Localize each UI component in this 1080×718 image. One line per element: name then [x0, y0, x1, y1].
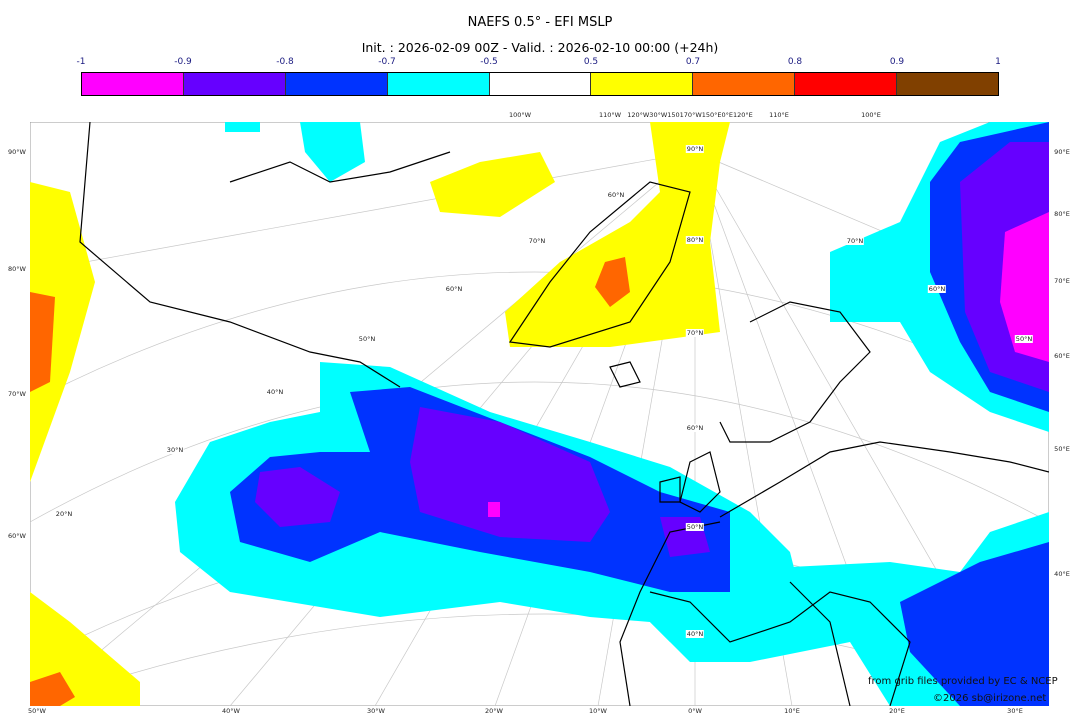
orange-region-greenland	[595, 257, 630, 307]
axis-label-right: 90°E	[1054, 148, 1070, 156]
axis-label-bottom: 10°E	[784, 707, 800, 715]
axis-label-bottom: 30°E	[1007, 707, 1023, 715]
colorbar	[81, 72, 999, 96]
colorbar-segment	[387, 73, 490, 95]
cyan-region-baffin	[300, 122, 365, 182]
axis-label-bottom: 30°W	[367, 707, 385, 715]
axis-label-right: 50°E	[1054, 445, 1070, 453]
colorbar-tick: -0.8	[276, 57, 294, 67]
axis-label-top: 100°E	[861, 111, 881, 119]
axis-label-bottom: 40°W	[222, 707, 240, 715]
axis-label-top: 120°W30°W150170°W150°E0°E120°E	[627, 111, 753, 119]
colorbar-tick: 1	[995, 57, 1001, 67]
axis-label-right: 60°E	[1054, 352, 1070, 360]
lat-label: 30°N	[165, 446, 185, 454]
axis-label-top: 110°E	[769, 111, 789, 119]
lat-label: 50°N	[357, 335, 377, 343]
copyright: ©2026 sb@irizone.net	[933, 693, 1047, 704]
colorbar-segment	[591, 73, 694, 95]
colorbar-tick: 0.5	[583, 57, 599, 67]
colorbar-segment	[82, 73, 184, 95]
colorbar-segment	[795, 73, 898, 95]
violet-region-atlantic-east	[410, 407, 610, 542]
colorbar-segment	[489, 73, 592, 95]
axis-label-top: 100°W	[508, 111, 532, 119]
axis-label-bottom: 50°W	[28, 707, 46, 715]
lat-label: 20°N	[54, 510, 74, 518]
axis-label-left: 80°W	[8, 265, 26, 273]
axis-label-right: 80°E	[1054, 210, 1070, 218]
axis-label-top: 110°W	[598, 111, 622, 119]
cyan-patch-top	[225, 122, 260, 132]
axis-label-bottom: 20°W	[485, 707, 503, 715]
violet-region-atlantic-west	[255, 467, 340, 527]
lat-label: 40°N	[265, 388, 285, 396]
lat-label: 60°N	[606, 191, 626, 199]
colorbar-tick: -1	[76, 57, 86, 67]
magenta-region-russia	[1000, 212, 1049, 362]
axis-label-right: 70°E	[1054, 277, 1070, 285]
yellow-region-west	[30, 182, 95, 482]
lat-label: 50°N	[1014, 335, 1034, 343]
lat-label: 60°N	[444, 285, 464, 293]
yellow-region-greenland	[505, 122, 730, 347]
colorbar-tick: -0.9	[174, 57, 192, 67]
axis-label-right: 40°E	[1054, 570, 1070, 578]
lat-label: 70°N	[845, 237, 865, 245]
axis-label-left: 90°W	[8, 148, 26, 156]
colorbar-tick: -0.5	[480, 57, 498, 67]
colorbar-tick: 0.7	[685, 57, 701, 67]
map-title: NAEFS 0.5° - EFI MSLP	[467, 15, 613, 30]
lat-label: 90°N	[685, 145, 705, 153]
colorbar-tick: 0.8	[787, 57, 803, 67]
axis-label-left: 60°W	[8, 532, 26, 540]
lat-label: 80°N	[685, 236, 705, 244]
axis-label-bottom: 0°W	[688, 707, 702, 715]
lat-label: 70°N	[685, 329, 705, 337]
colorbar-tick: 0.9	[889, 57, 905, 67]
lat-label: 60°N	[685, 424, 705, 432]
lat-label: 40°N	[685, 630, 705, 638]
colorbar-segment	[693, 73, 796, 95]
efi-map	[30, 122, 1049, 706]
axis-label-left: 70°W	[8, 390, 26, 398]
source-credit: from grib files provided by EC & NCEP	[868, 676, 1058, 687]
map-subtitle: Init. : 2026-02-09 00Z - Valid. : 2026-0…	[361, 40, 719, 55]
lat-label: 50°N	[685, 523, 705, 531]
orange-region-west	[30, 292, 55, 392]
blue-region-east	[900, 542, 1049, 706]
colorbar-segment	[897, 73, 999, 95]
colorbar-tick: -0.7	[378, 57, 396, 67]
axis-label-bottom: 10°W	[589, 707, 607, 715]
lat-label: 70°N	[527, 237, 547, 245]
magenta-spot	[488, 502, 500, 517]
yellow-region-canada-arctic	[430, 152, 555, 217]
colorbar-segment	[285, 73, 388, 95]
lat-label: 60°N	[927, 285, 947, 293]
colorbar-segment	[183, 73, 286, 95]
axis-label-bottom: 20°E	[889, 707, 905, 715]
orange-region-southwest	[30, 672, 75, 706]
efi-fields	[30, 122, 1049, 706]
